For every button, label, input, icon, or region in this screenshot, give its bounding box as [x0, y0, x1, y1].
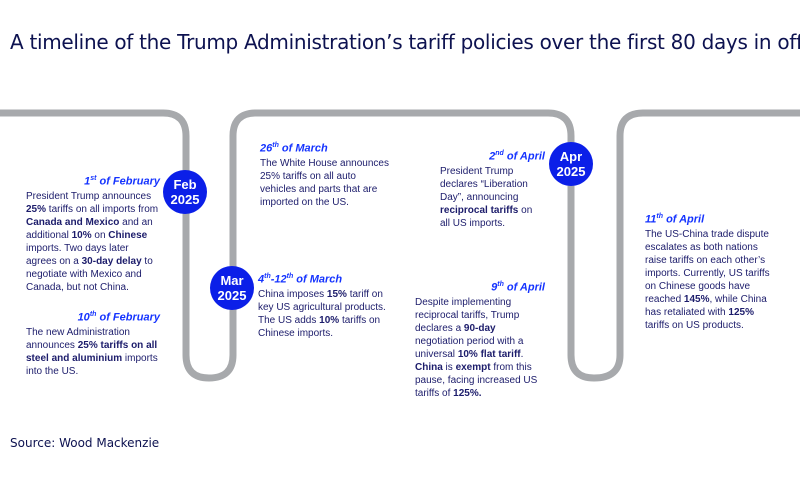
date-suffix: nd: [495, 150, 504, 157]
date-suffix: th: [89, 311, 97, 318]
month-marker-feb: Feb 2025: [163, 170, 207, 214]
date-rest: of February: [96, 175, 160, 188]
bold-text: 125%: [728, 306, 754, 318]
text: negotiation period with a universal: [415, 335, 524, 360]
text: China imposes: [258, 288, 327, 300]
text: tariffs on Chinese imports.: [258, 314, 381, 339]
date-day: 2: [489, 150, 496, 163]
text: The White House announces 25% tariffs on…: [260, 157, 389, 208]
month-marker-mar: Mar 2025: [210, 266, 254, 310]
event-description: The new Administration announces 25% tar…: [26, 326, 160, 378]
date-suffix: th: [272, 142, 279, 149]
page-title: A timeline of the Trump Administration’s…: [10, 30, 800, 54]
month-year: 2025: [217, 288, 247, 303]
text: tariffs on all imports from: [46, 203, 159, 215]
event-date: 11th of April: [645, 210, 775, 227]
bold-text: exempt: [455, 361, 491, 373]
event-date: 9th of April: [415, 278, 545, 295]
bold-text: China: [415, 361, 443, 373]
event-date: 10th of February: [26, 308, 160, 325]
event-apr-11: 11th of April The US-China trade dispute …: [645, 210, 775, 332]
date-suffix: st: [90, 175, 97, 182]
bold-text: reciprocal tariffs: [440, 204, 519, 216]
bold-text: 30-day delay: [81, 255, 142, 267]
text: President Trump announces: [26, 190, 152, 202]
event-description: The US-China trade dispute escalates as …: [645, 228, 775, 332]
month-label: Apr: [559, 149, 583, 164]
text: tariffs on US products.: [645, 319, 744, 331]
bold-text: 15%: [326, 288, 347, 300]
text: Despite implementing reciprocal tariffs,…: [415, 296, 520, 334]
event-feb-1: 1st of February President Trump announces…: [26, 172, 160, 294]
date-rest: of February: [96, 311, 160, 324]
bold-text: Chinese: [108, 229, 148, 241]
date-day: 9: [491, 281, 498, 294]
date-day: 11: [645, 213, 657, 226]
bold-text: 90-day: [463, 322, 496, 334]
event-apr-9: 9th of April Despite implementing recipro…: [415, 278, 545, 400]
month-year: 2025: [556, 164, 586, 179]
date-day: 4: [258, 273, 265, 286]
text: President Trump declares “Liberation Day…: [440, 165, 528, 203]
date-rest: of April: [503, 281, 545, 294]
event-description: The White House announces 25% tariffs on…: [260, 157, 390, 209]
bold-text: 125%.: [453, 387, 482, 399]
text: The new Administration announces: [26, 326, 130, 351]
date-day: 26: [260, 142, 273, 155]
event-description: President Trump declares “Liberation Day…: [440, 165, 545, 230]
event-date: 4th-12th of March: [258, 270, 394, 287]
text: , while China has retaliated with: [645, 293, 767, 318]
event-date: 1st of February: [26, 172, 160, 189]
month-marker-apr: Apr 2025: [549, 142, 593, 186]
bold-text: Canada and Mexico: [26, 216, 120, 228]
date-suffix: th: [497, 281, 504, 288]
event-feb-10: 10th of February The new Administration a…: [26, 308, 160, 378]
date-day: 1: [84, 175, 91, 188]
event-description: China imposes 15% tariff on key US agric…: [258, 288, 394, 340]
text: on: [91, 229, 109, 241]
date-suffix: th: [264, 273, 271, 280]
text: and an additional: [26, 216, 153, 241]
bold-text: 10%: [319, 314, 340, 326]
text: is: [442, 361, 456, 373]
text: tariff on key US agricultural products. …: [258, 288, 386, 326]
date-suffix: th: [286, 273, 294, 280]
date-rest: of April: [663, 213, 705, 226]
bold-text: 10% flat tariff: [457, 348, 521, 360]
event-mar-26: 26th of March The White House announces 2…: [260, 139, 390, 209]
text: .: [520, 348, 524, 360]
date-rest: of March: [278, 142, 328, 155]
bold-text: 145%: [683, 293, 710, 305]
text: on all US imports.: [440, 204, 533, 229]
event-description: Despite implementing reciprocal tariffs,…: [415, 296, 545, 400]
month-label: Mar: [220, 273, 244, 288]
event-date: 26th of March: [260, 139, 390, 156]
event-description: President Trump announces 25% tariffs on…: [26, 190, 160, 294]
text: The US-China trade dispute escalates as …: [645, 228, 770, 305]
date-suffix: th: [656, 213, 664, 220]
bold-text: 25%: [26, 203, 47, 215]
text: from this pause, facing increased US tar…: [415, 361, 538, 399]
event-date: 2nd of April: [440, 147, 545, 164]
month-label: Feb: [173, 177, 197, 192]
bold-text: 25% tariffs on all steel and aluminium: [26, 339, 158, 364]
text: imports. Two days later agrees on a: [26, 242, 129, 267]
event-mar-4-12: 4th-12th of March China imposes 15% tarif…: [258, 270, 394, 340]
date-rest: of April: [503, 150, 545, 163]
date-day: 10: [77, 311, 90, 324]
date-rest: of March: [293, 273, 343, 286]
text: to negotiate with Mexico and Canada, but…: [26, 255, 153, 293]
event-apr-2: 2nd of April President Trump declares “Li…: [440, 147, 545, 230]
month-year: 2025: [170, 192, 200, 207]
text: imports into the US.: [26, 352, 158, 377]
date-rest: -12: [270, 273, 287, 286]
source-note: Source: Wood Mackenzie: [10, 436, 160, 450]
bold-text: 10%: [71, 229, 92, 241]
